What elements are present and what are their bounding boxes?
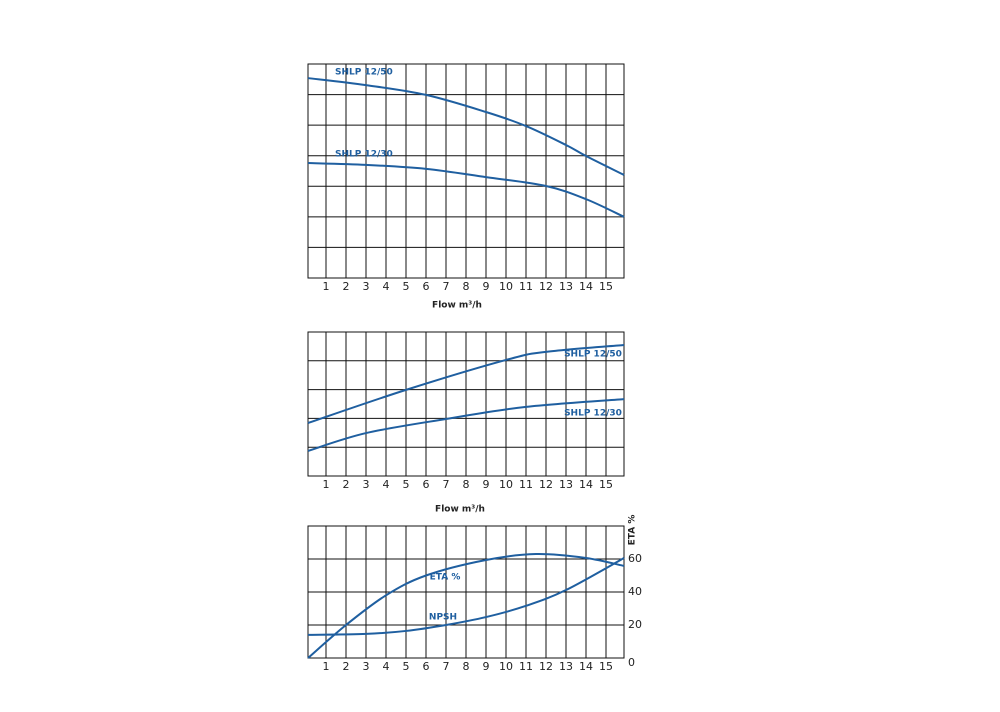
x-tick-label: 1 [323, 660, 330, 673]
x-tick-label: 4 [383, 660, 390, 673]
series-label: SHLP 12/30 [564, 409, 622, 419]
x-tick-label: 8 [463, 660, 470, 673]
curve [307, 162, 625, 218]
x-tick-label: 9 [483, 478, 490, 491]
x-tick-label: 2 [343, 660, 350, 673]
x-tick-label: 4 [383, 280, 390, 293]
x-axis-title: Flow m³/h [435, 505, 485, 515]
series-label: SHLP 12/50 [564, 350, 622, 360]
x-tick-label: 14 [579, 660, 593, 673]
x-tick-label: 12 [539, 660, 553, 673]
x-tick-label: 12 [539, 280, 553, 293]
x-tick-label: 13 [559, 660, 573, 673]
x-tick-label: 13 [559, 280, 573, 293]
x-tick-label: 8 [463, 280, 470, 293]
series-label: NPSH [429, 613, 457, 623]
x-tick-label: 3 [363, 280, 370, 293]
x-tick-label: 5 [403, 660, 410, 673]
series-label: SHLP 12/50 [335, 68, 393, 78]
x-tick-label: 2 [343, 478, 350, 491]
x-tick-label: 3 [363, 660, 370, 673]
y2-tick-label: 60 [628, 552, 642, 565]
x-tick-label: 1 [323, 280, 330, 293]
x-tick-label: 6 [423, 478, 430, 491]
curve [307, 77, 625, 176]
y2-tick-label: 0 [628, 656, 635, 669]
y2-axis-title: ETA % [628, 515, 638, 546]
x-tick-label: 6 [423, 280, 430, 293]
x-tick-label: 3 [363, 478, 370, 491]
curve [307, 343, 625, 424]
curve [307, 557, 625, 636]
x-tick-label: 5 [403, 280, 410, 293]
series-label: SHLP 12/30 [335, 150, 393, 160]
x-tick-label: 7 [443, 478, 450, 491]
x-tick-label: 10 [499, 660, 513, 673]
x-tick-label: 9 [483, 660, 490, 673]
x-tick-label: 7 [443, 660, 450, 673]
x-tick-label: 4 [383, 478, 390, 491]
x-tick-label: 11 [519, 280, 533, 293]
x-tick-label: 15 [599, 280, 613, 293]
x-tick-label: 11 [519, 478, 533, 491]
x-tick-label: 2 [343, 280, 350, 293]
x-tick-label: 12 [539, 478, 553, 491]
curve [307, 553, 625, 659]
x-tick-label: 10 [499, 280, 513, 293]
curve [307, 398, 625, 452]
y2-tick-label: 20 [628, 618, 642, 631]
series-label: ETA % [430, 573, 461, 583]
x-tick-label: 11 [519, 660, 533, 673]
x-tick-label: 7 [443, 280, 450, 293]
x-axis-title: Flow m³/h [432, 301, 482, 311]
x-tick-label: 10 [499, 478, 513, 491]
x-tick-label: 8 [463, 478, 470, 491]
x-tick-label: 13 [559, 478, 573, 491]
y2-tick-label: 40 [628, 585, 642, 598]
x-tick-label: 15 [599, 478, 613, 491]
x-tick-label: 9 [483, 280, 490, 293]
x-tick-label: 1 [323, 478, 330, 491]
x-tick-label: 5 [403, 478, 410, 491]
x-tick-label: 15 [599, 660, 613, 673]
x-tick-label: 6 [423, 660, 430, 673]
x-tick-label: 14 [579, 478, 593, 491]
x-tick-label: 14 [579, 280, 593, 293]
